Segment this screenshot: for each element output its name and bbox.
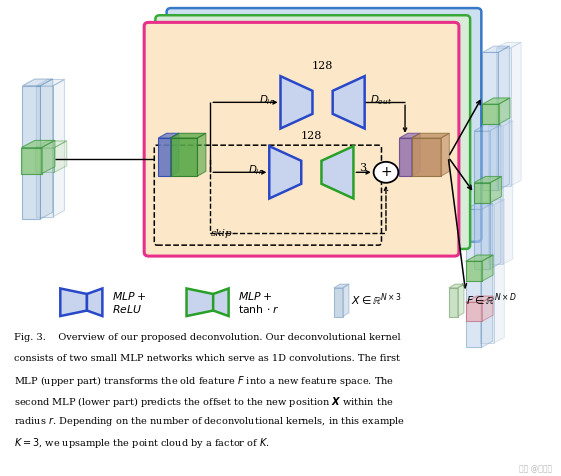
Text: skip: skip (211, 229, 232, 238)
Polygon shape (60, 288, 87, 316)
Polygon shape (490, 177, 502, 203)
Polygon shape (343, 284, 349, 317)
Text: $ReLU$: $ReLU$ (112, 303, 142, 315)
Polygon shape (474, 125, 501, 131)
Polygon shape (458, 284, 464, 317)
Polygon shape (503, 121, 513, 264)
Text: $MLP +$: $MLP +$ (112, 289, 146, 302)
Polygon shape (197, 133, 206, 176)
Text: $D_{in}$: $D_{in}$ (247, 163, 264, 177)
Polygon shape (35, 148, 54, 172)
Polygon shape (482, 296, 493, 321)
Polygon shape (490, 125, 501, 269)
Polygon shape (399, 138, 412, 176)
Text: $MLP +$: $MLP +$ (238, 289, 273, 302)
Polygon shape (466, 296, 493, 302)
Polygon shape (53, 79, 65, 217)
Polygon shape (186, 288, 213, 316)
Polygon shape (494, 199, 504, 343)
Polygon shape (269, 146, 301, 198)
Text: 3: 3 (359, 162, 366, 173)
Polygon shape (22, 86, 40, 219)
Polygon shape (474, 177, 502, 183)
Polygon shape (171, 133, 179, 176)
Polygon shape (474, 183, 490, 203)
Polygon shape (482, 104, 499, 124)
Polygon shape (54, 141, 67, 172)
Polygon shape (466, 209, 481, 347)
Polygon shape (280, 76, 312, 129)
Polygon shape (333, 76, 365, 129)
Polygon shape (334, 288, 343, 317)
Polygon shape (87, 288, 102, 316)
Polygon shape (412, 133, 420, 176)
Polygon shape (171, 133, 206, 138)
Polygon shape (22, 79, 53, 86)
Polygon shape (482, 52, 498, 190)
Circle shape (374, 162, 398, 183)
Polygon shape (480, 199, 504, 205)
Text: $D_{in}$: $D_{in}$ (259, 93, 275, 107)
Polygon shape (482, 98, 510, 104)
Polygon shape (40, 79, 53, 219)
Polygon shape (480, 205, 494, 343)
Polygon shape (449, 288, 458, 317)
Text: MLP (upper part) transforms the old feature $F$ into a new feature space. The: MLP (upper part) transforms the old feat… (14, 374, 394, 388)
Polygon shape (158, 133, 179, 138)
Polygon shape (488, 126, 503, 264)
Text: $K=3$, we upsample the point cloud by a factor of $K$.: $K=3$, we upsample the point cloud by a … (14, 436, 270, 449)
Polygon shape (334, 284, 349, 288)
Polygon shape (321, 146, 353, 198)
Text: $X \in \mathbb{R}^{N \times 3}$: $X \in \mathbb{R}^{N \times 3}$ (351, 292, 402, 308)
Text: +: + (380, 165, 392, 179)
Polygon shape (498, 46, 509, 190)
Text: 128: 128 (312, 61, 333, 71)
Text: Fig. 3.    Overview of our proposed deconvolution. Our deconvolutional kernel: Fig. 3. Overview of our proposed deconvo… (14, 333, 401, 342)
Polygon shape (42, 140, 55, 174)
Polygon shape (496, 42, 521, 48)
Polygon shape (466, 255, 493, 261)
Text: $\tanh \cdot r$: $\tanh \cdot r$ (238, 303, 279, 315)
Text: second MLP (lower part) predicts the offset to the new position $\boldsymbol{X}$: second MLP (lower part) predicts the off… (14, 395, 394, 408)
FancyBboxPatch shape (167, 8, 481, 242)
Polygon shape (449, 284, 464, 288)
Text: 知乎 @知乎乎: 知乎 @知乎乎 (519, 465, 553, 474)
Polygon shape (158, 138, 171, 176)
Polygon shape (36, 86, 53, 217)
Polygon shape (466, 261, 482, 281)
Polygon shape (482, 255, 493, 281)
Text: 128: 128 (301, 131, 322, 141)
Polygon shape (466, 203, 493, 209)
FancyBboxPatch shape (144, 22, 459, 256)
Polygon shape (488, 121, 513, 126)
Text: $D_{out}$: $D_{out}$ (370, 93, 392, 107)
Polygon shape (213, 288, 229, 316)
Text: consists of two small MLP networks which serve as 1D convolutions. The first: consists of two small MLP networks which… (14, 354, 400, 363)
Polygon shape (21, 140, 55, 148)
Polygon shape (399, 133, 420, 138)
Polygon shape (412, 138, 441, 176)
Polygon shape (511, 42, 521, 186)
Polygon shape (482, 46, 509, 52)
Polygon shape (474, 131, 490, 269)
Text: radius $r$. Depending on the number of deconvolutional kernels, in this example: radius $r$. Depending on the number of d… (14, 415, 405, 428)
Polygon shape (412, 133, 449, 138)
Polygon shape (441, 133, 449, 176)
Text: $F \in \mathbb{R}^{N \times D}$: $F \in \mathbb{R}^{N \times D}$ (466, 292, 516, 308)
Polygon shape (499, 98, 510, 124)
Polygon shape (466, 302, 482, 321)
Polygon shape (171, 138, 197, 176)
Polygon shape (481, 203, 493, 347)
Polygon shape (21, 148, 42, 174)
Polygon shape (35, 141, 67, 148)
Polygon shape (36, 79, 65, 86)
Polygon shape (496, 48, 511, 186)
FancyBboxPatch shape (155, 15, 470, 249)
